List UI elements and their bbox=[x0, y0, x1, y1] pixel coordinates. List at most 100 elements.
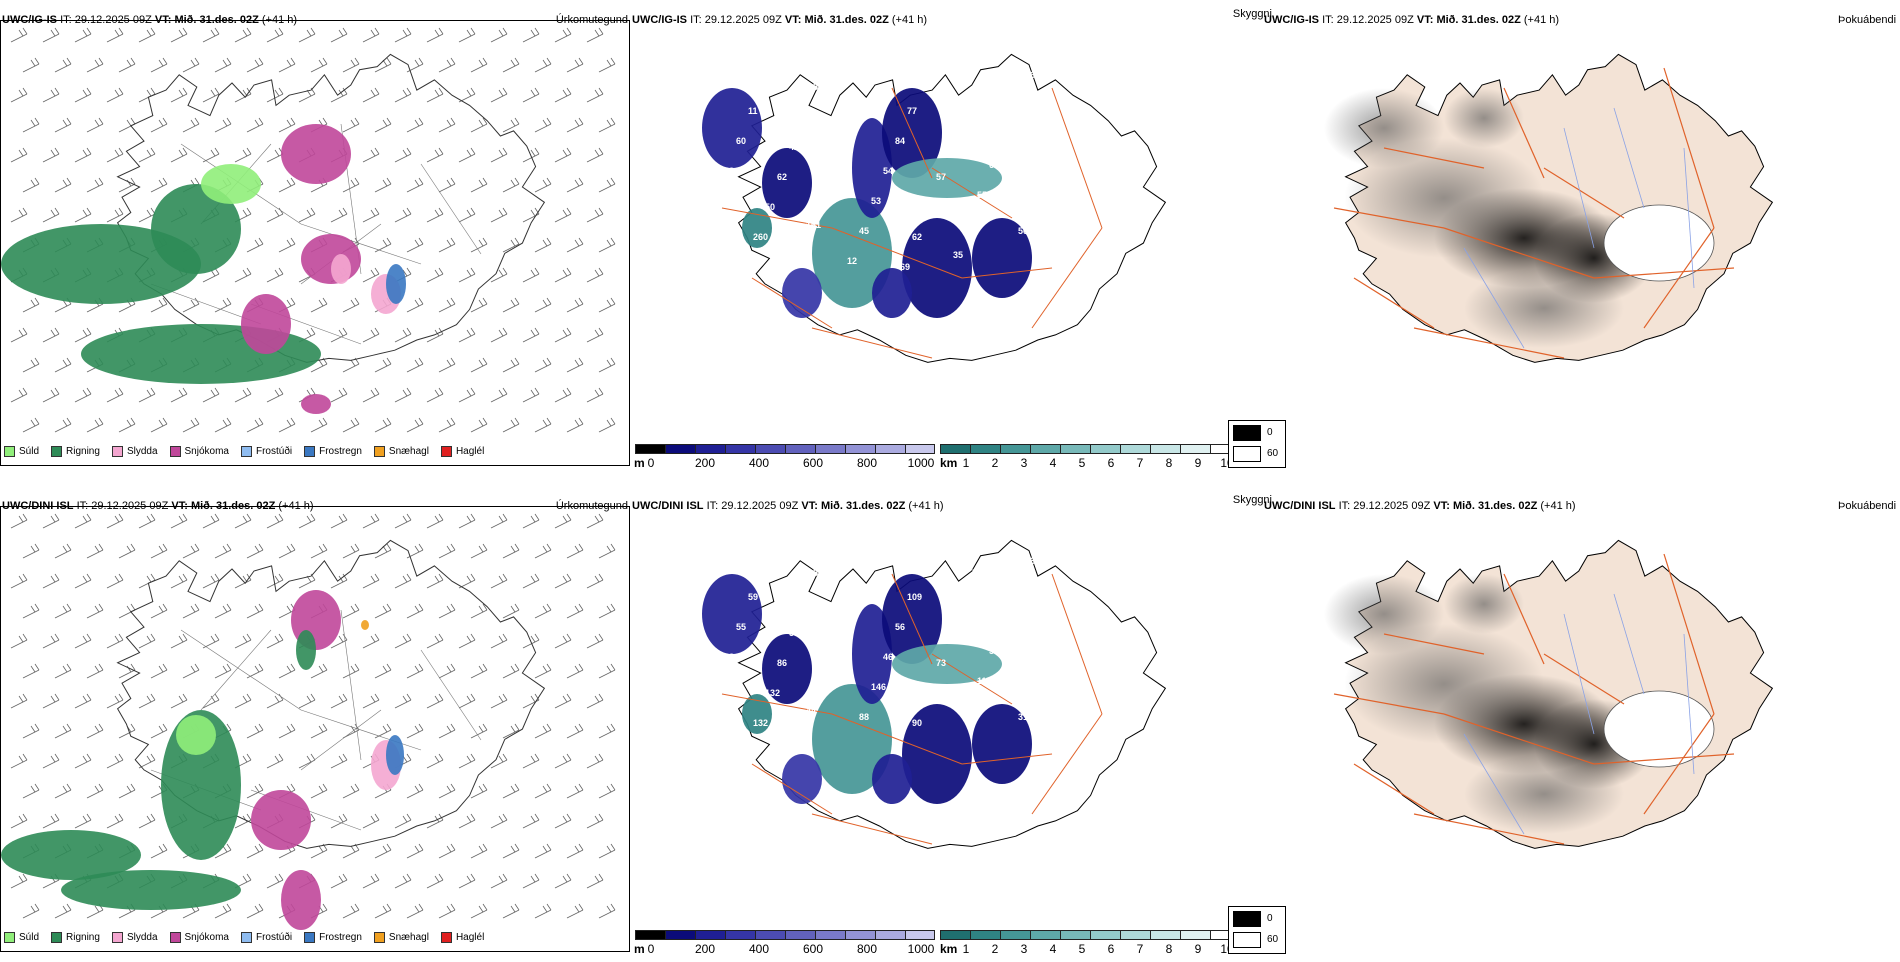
wind-barb bbox=[598, 603, 616, 619]
height-label: 73 bbox=[936, 658, 946, 668]
wind-barb bbox=[214, 417, 232, 433]
vt-label: VT: bbox=[154, 14, 172, 26]
height-label: 38 bbox=[818, 190, 828, 200]
visibility-map: 55 70 57 51 58 76 73 59 76 151 109 44 56 55 53 38 56 45 44… bbox=[702, 539, 1167, 849]
visibility-areas bbox=[702, 88, 1032, 318]
colorbar-segment bbox=[695, 930, 725, 940]
precip-area bbox=[386, 264, 406, 304]
precip-type-panel: UWC/IG-IS IT: 29.12.2025 09Z VT: Mið. 31… bbox=[0, 6, 632, 476]
wind-barb bbox=[438, 237, 456, 253]
height-label: 48 bbox=[801, 112, 811, 122]
river-lines bbox=[1463, 593, 1695, 835]
wind-barb bbox=[566, 297, 584, 313]
wind-barb bbox=[342, 783, 360, 799]
wind-barb bbox=[362, 87, 380, 103]
wind-barb bbox=[502, 663, 520, 679]
wind-barb bbox=[266, 387, 284, 403]
wind-barb bbox=[470, 117, 488, 133]
wind-barb bbox=[214, 543, 232, 559]
fog-area bbox=[1444, 88, 1524, 148]
wind-barb bbox=[246, 603, 264, 619]
wind-barb bbox=[586, 693, 604, 709]
wind-barb bbox=[22, 57, 40, 73]
wind-barb bbox=[374, 357, 392, 373]
wind-barb bbox=[202, 633, 220, 649]
wind-barb bbox=[54, 663, 72, 679]
visibility-tick: 9 bbox=[1194, 942, 1202, 956]
wind-barb bbox=[470, 237, 488, 253]
road-line bbox=[1031, 713, 1103, 815]
wind-barb bbox=[586, 753, 604, 769]
visibility-tick: 2 bbox=[991, 456, 999, 470]
wind-barb bbox=[502, 237, 520, 253]
height-label: 118 bbox=[854, 100, 869, 110]
road-line bbox=[1503, 573, 1545, 665]
height-label: 117 bbox=[977, 676, 992, 686]
wind-barb bbox=[554, 573, 572, 589]
visibility-tick: 7 bbox=[1136, 942, 1144, 956]
model-name: UWC/DINI ISL bbox=[632, 500, 704, 512]
wind-barb bbox=[598, 297, 616, 313]
wind-barb bbox=[406, 603, 424, 619]
visibility-area bbox=[762, 148, 812, 218]
wind-barb bbox=[374, 903, 392, 919]
wind-barb bbox=[106, 87, 124, 103]
wind-barb bbox=[598, 417, 616, 433]
wind-barb bbox=[522, 753, 540, 769]
height-label: 50 bbox=[960, 112, 970, 122]
wind-barb bbox=[554, 147, 572, 163]
road-line bbox=[751, 763, 833, 815]
height-label: 86 bbox=[777, 658, 787, 668]
wind-barb bbox=[566, 357, 584, 373]
wind-barb bbox=[426, 87, 444, 103]
river-line bbox=[1613, 593, 1645, 695]
colorbar-segment bbox=[1180, 930, 1210, 940]
wind-barb bbox=[470, 843, 488, 859]
visibility-area bbox=[782, 268, 822, 318]
precip-area bbox=[301, 394, 331, 414]
height-label: 55 bbox=[736, 622, 746, 632]
wind-barb bbox=[502, 783, 520, 799]
colorbar-segment bbox=[1090, 444, 1120, 454]
wind-barb bbox=[234, 693, 252, 709]
wind-barb bbox=[470, 177, 488, 193]
legend-swatch bbox=[169, 932, 181, 943]
legend-item: Súld bbox=[4, 932, 39, 943]
wind-barb bbox=[54, 603, 72, 619]
precip-area bbox=[1, 830, 141, 880]
wind-barb bbox=[406, 297, 424, 313]
legend-item: Slydda bbox=[111, 446, 158, 457]
wind-barb bbox=[42, 813, 60, 829]
wind-barb bbox=[74, 693, 92, 709]
wind-barb bbox=[406, 117, 424, 133]
fog-area bbox=[1344, 138, 1544, 258]
road-line bbox=[420, 163, 482, 255]
height-tick: 600 bbox=[802, 456, 824, 470]
road-line bbox=[891, 87, 933, 179]
wind-barb bbox=[170, 27, 188, 43]
wind-barb bbox=[394, 573, 412, 589]
height-label: 38 bbox=[842, 616, 852, 626]
wind-barb bbox=[406, 663, 424, 679]
height-label: 107 bbox=[924, 202, 939, 212]
height-label: 73 bbox=[948, 142, 958, 152]
wind-barb bbox=[118, 57, 136, 73]
wind-barb bbox=[374, 543, 392, 559]
height-tick: 800 bbox=[856, 942, 878, 956]
wind-barb bbox=[502, 57, 520, 73]
wind-barb bbox=[22, 117, 40, 133]
height-label: 62 bbox=[777, 172, 787, 182]
wind-barb bbox=[566, 237, 584, 253]
wind-barb bbox=[10, 147, 28, 163]
precip-type-title: Úrkomutegund bbox=[555, 14, 628, 26]
wind-barb bbox=[246, 117, 264, 133]
road-line bbox=[1443, 713, 1595, 765]
wind-barb bbox=[598, 543, 616, 559]
wind-barb bbox=[534, 237, 552, 253]
visibility-area bbox=[972, 218, 1032, 298]
wind-barb bbox=[522, 327, 540, 343]
road-line bbox=[200, 629, 272, 711]
precip-area bbox=[241, 294, 291, 354]
visibility-tick: 2 bbox=[991, 942, 999, 956]
wind-barb bbox=[170, 87, 188, 103]
